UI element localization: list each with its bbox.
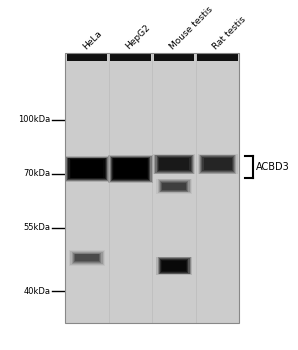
Bar — [110, 156, 152, 182]
Bar — [161, 182, 187, 191]
Bar — [158, 180, 191, 193]
Bar — [75, 254, 99, 261]
Text: 40kDa: 40kDa — [24, 287, 51, 296]
Bar — [67, 54, 107, 61]
Bar — [71, 160, 103, 177]
Bar — [110, 54, 151, 61]
Text: 55kDa: 55kDa — [24, 223, 51, 232]
Bar — [156, 257, 192, 275]
Text: Mouse testis: Mouse testis — [168, 5, 214, 51]
Text: 100kDa: 100kDa — [18, 115, 51, 124]
Bar — [65, 53, 240, 323]
Bar — [68, 159, 106, 179]
Bar — [199, 155, 237, 174]
Bar — [160, 181, 188, 191]
Bar — [113, 159, 148, 179]
Bar — [69, 250, 105, 266]
Bar — [112, 158, 149, 180]
Bar — [162, 183, 186, 190]
Bar — [156, 178, 192, 194]
Bar — [200, 155, 235, 173]
Bar — [153, 154, 195, 174]
Bar — [72, 252, 103, 264]
Bar — [108, 155, 153, 183]
Bar — [69, 159, 105, 178]
Bar — [154, 54, 195, 61]
Bar — [154, 155, 194, 174]
Bar — [158, 157, 190, 171]
Bar — [204, 158, 232, 170]
Bar — [159, 180, 190, 192]
Bar — [201, 156, 234, 172]
Bar — [65, 156, 109, 182]
Text: 70kDa: 70kDa — [24, 169, 51, 178]
Bar — [161, 260, 187, 272]
Bar — [197, 54, 238, 61]
Bar — [158, 257, 191, 274]
Bar — [162, 261, 186, 271]
Bar — [70, 251, 104, 265]
Text: HepG2: HepG2 — [124, 23, 152, 51]
Bar — [74, 254, 100, 262]
Bar — [65, 53, 240, 323]
Text: Rat testis: Rat testis — [211, 15, 248, 51]
Text: ACBD3: ACBD3 — [255, 162, 289, 172]
Text: HeLa: HeLa — [81, 29, 103, 51]
Bar — [156, 156, 192, 172]
Bar — [73, 253, 101, 263]
Bar — [159, 258, 190, 274]
Bar — [114, 159, 147, 178]
Bar — [66, 157, 108, 181]
Bar — [160, 259, 188, 273]
Bar — [202, 157, 233, 171]
Bar — [111, 157, 150, 181]
Bar — [67, 158, 107, 180]
Bar — [198, 154, 238, 174]
Bar — [156, 155, 193, 173]
Bar — [159, 158, 190, 170]
